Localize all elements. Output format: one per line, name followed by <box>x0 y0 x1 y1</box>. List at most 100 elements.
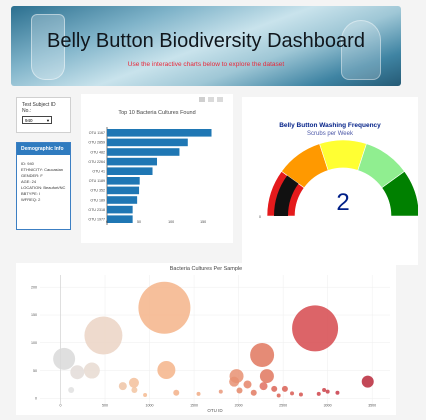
bubble-x-tick-label: 2000 <box>235 404 243 408</box>
demographic-row: WFREQ: 2 <box>21 197 41 202</box>
bubble-point[interactable] <box>325 389 330 394</box>
bubble-y-tick-label: 50 <box>33 369 37 373</box>
bar-category-label: OTU 2859 <box>88 141 105 145</box>
gauge-band <box>381 170 420 217</box>
zoom-icon[interactable] <box>208 97 214 102</box>
demographic-row: ID: 940 <box>21 161 34 166</box>
bar[interactable] <box>107 205 133 214</box>
bubble-point[interactable] <box>157 361 176 379</box>
bubble-point[interactable] <box>361 375 374 388</box>
subject-selector-label: Test Subject ID No.: <box>22 102 56 114</box>
subject-selector-card: Test Subject ID No.: 940 ▼ <box>16 97 71 133</box>
bubble-point[interactable] <box>292 305 339 352</box>
bubble-point[interactable] <box>196 391 201 396</box>
bubble-y-tick-label: 150 <box>31 313 37 317</box>
bar[interactable] <box>107 157 158 166</box>
bar-x-tick-label: 100 <box>168 220 174 224</box>
demographic-info-body: ID: 940 ETHNICITY: Caucasian GENDER: F A… <box>17 155 70 203</box>
bar-category-label: OTU 1167 <box>89 131 105 135</box>
home-icon[interactable] <box>217 97 223 102</box>
demographic-row: BBTYPE: I <box>21 191 41 196</box>
bar[interactable] <box>107 186 140 195</box>
gauge-title: Belly Button Washing Frequency <box>279 122 381 129</box>
bubble-point[interactable] <box>250 389 257 396</box>
bubble-point[interactable] <box>143 393 148 397</box>
demographic-row: ETHNICITY: Caucasian <box>21 167 64 172</box>
bubble-point[interactable] <box>243 380 252 389</box>
bar-x-tick-label: 50 <box>137 220 141 224</box>
bubble-point[interactable] <box>229 376 240 387</box>
page-subtitle: Use the interactive charts below to expl… <box>127 61 285 68</box>
bubble-point[interactable] <box>250 343 275 367</box>
bar-chart-title: Top 10 Bacteria Cultures Found <box>118 110 195 116</box>
bar[interactable] <box>107 167 153 175</box>
bubble-point[interactable] <box>118 382 127 391</box>
bubble-x-tick-label: 1500 <box>190 404 198 408</box>
chevron-down-icon: ▼ <box>46 117 50 123</box>
bubble-y-tick-label: 200 <box>31 285 37 289</box>
bubble-point[interactable] <box>53 347 76 370</box>
bar[interactable] <box>107 148 180 156</box>
bubble-point[interactable] <box>83 362 100 379</box>
modebar <box>199 97 223 102</box>
bubble-point[interactable] <box>322 388 327 392</box>
bar[interactable] <box>107 196 138 204</box>
lab-flask-illustration <box>31 14 65 80</box>
bubble-point[interactable] <box>290 391 295 396</box>
bubble-chart-title: Bacteria Cultures Per Sample <box>170 266 242 272</box>
bar-x-tick-label: 150 <box>200 220 206 224</box>
bubble-point[interactable] <box>298 392 303 397</box>
gauge-value: 2 <box>336 189 349 216</box>
bubble-y-tick-label: 100 <box>31 341 37 345</box>
bubble-x-tick-label: 3500 <box>368 404 376 408</box>
bubble-x-tick-label: 0 <box>59 404 61 408</box>
bar[interactable] <box>107 138 188 147</box>
bar-category-label: OTU 482 <box>90 150 105 154</box>
bubble-point[interactable] <box>218 389 223 394</box>
bar-category-label: OTU 2264 <box>88 160 105 164</box>
bubble-point[interactable] <box>236 387 243 394</box>
page-title: Belly Button Biodiversity Dashboard <box>47 30 365 52</box>
bar-category-label: OTU 352 <box>90 189 105 193</box>
subject-id-value: 940 <box>25 117 33 123</box>
bar-category-label: OTU 41 <box>92 170 105 174</box>
bubble-point[interactable] <box>259 369 274 384</box>
bubble-x-tick-label: 3000 <box>324 404 332 408</box>
bar-category-label: OTU 2318 <box>88 208 105 212</box>
washing-frequency-gauge[interactable]: Belly Button Washing Frequency Scrubs pe… <box>242 97 426 265</box>
bubble-point[interactable] <box>259 382 268 391</box>
gauge-range-label: 0 <box>259 215 261 219</box>
bubble-point[interactable] <box>335 390 340 395</box>
subject-id-select[interactable]: 940 ▼ <box>22 116 52 124</box>
washing-frequency-gauge-card: Belly Button Washing Frequency Scrubs pe… <box>242 97 426 265</box>
gauge-value-bar <box>274 175 299 216</box>
bubble-point[interactable] <box>281 385 288 392</box>
bubble-point[interactable] <box>68 387 75 393</box>
camera-icon[interactable] <box>199 97 205 102</box>
bubble-chart-x-axis-label: OTU ID <box>207 408 223 413</box>
bubble-point[interactable] <box>138 281 191 334</box>
bar[interactable] <box>107 129 212 137</box>
bubble-point[interactable] <box>271 385 278 392</box>
bubble-point[interactable] <box>70 365 85 380</box>
bubble-point[interactable] <box>131 387 138 393</box>
bubble-x-tick-label: 1000 <box>146 404 154 408</box>
top-ten-bar-chart-card: Top 10 Bacteria Cultures Found OTU 1167 O… <box>81 94 233 243</box>
demographic-row: AGE: 24 <box>21 179 37 184</box>
bubble-point[interactable] <box>84 316 123 355</box>
bubble-x-tick-label: 500 <box>102 404 108 408</box>
demographic-row: GENDER: F <box>21 173 43 178</box>
bubble-point[interactable] <box>276 393 281 398</box>
bubble-point[interactable] <box>316 391 321 396</box>
bar[interactable] <box>107 177 140 185</box>
bar[interactable] <box>107 215 133 223</box>
bubble-x-tick-label: 2500 <box>279 404 287 408</box>
bar-category-label: OTU 1189 <box>89 179 105 183</box>
top-ten-bar-chart[interactable]: Top 10 Bacteria Cultures Found OTU 1167 O… <box>81 94 233 243</box>
bubble-y-tick-label: 0 <box>35 397 37 401</box>
bacteria-bubble-chart[interactable]: Bacteria Cultures Per Sample 0 50 100 150 20… <box>16 263 396 415</box>
bubble-point[interactable] <box>128 377 139 388</box>
demographic-info-panel: Demographic Info ID: 940 ETHNICITY: Cauc… <box>16 142 71 230</box>
bubble-point[interactable] <box>173 389 180 396</box>
